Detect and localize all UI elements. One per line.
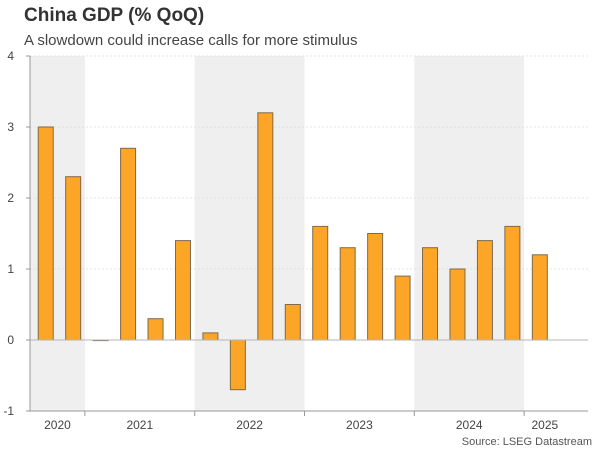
y-tick-label: 2 <box>7 191 14 205</box>
bar-q3-2023 <box>367 233 384 341</box>
year-band-2022 <box>194 56 305 411</box>
bar-q1-2025 <box>531 254 548 341</box>
bar-q2-2024 <box>449 268 466 341</box>
bar-q2-2023 <box>339 247 356 341</box>
bar-q3-2021 <box>147 318 164 341</box>
y-tick-label: 4 <box>7 49 14 63</box>
y-tick-label: -1 <box>3 404 14 418</box>
chart-subtitle: A slowdown could increase calls for more… <box>24 32 358 49</box>
x-tick-label-2025: 2025 <box>531 418 558 432</box>
source-note: Source: LSEG Datastream <box>461 436 592 448</box>
y-tick-label: 0 <box>7 333 14 347</box>
bar-q4-2020 <box>65 176 82 341</box>
bar-q2-2021 <box>120 147 137 341</box>
bar-q4-2021 <box>174 240 191 341</box>
x-tick-label-2022: 2022 <box>236 418 263 432</box>
bar-q4-2024 <box>504 225 521 341</box>
bar-q4-2022 <box>284 304 301 341</box>
bar-q1-2023 <box>312 225 329 341</box>
bar-q2-2022 <box>229 339 246 391</box>
bar-q3-2022 <box>257 112 274 341</box>
y-tick-label: 1 <box>7 262 14 276</box>
bar-q3-2024 <box>476 240 493 341</box>
x-tick-label-2021: 2021 <box>126 418 153 432</box>
x-tick-label-2023: 2023 <box>346 418 373 432</box>
x-tick-label-2020: 2020 <box>44 418 71 432</box>
x-tick-label-2024: 2024 <box>456 418 483 432</box>
y-tick-label: 3 <box>7 120 14 134</box>
bar-q1-2022 <box>202 332 219 341</box>
bar-q4-2023 <box>394 275 411 341</box>
bar-q1-2024 <box>422 247 439 341</box>
bar-q3-2020 <box>37 126 54 341</box>
chart-title: China GDP (% QoQ) <box>24 5 205 26</box>
